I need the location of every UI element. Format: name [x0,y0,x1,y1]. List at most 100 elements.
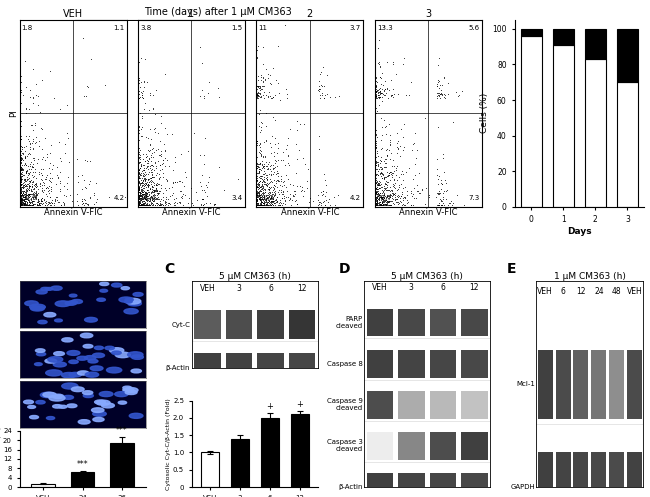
Point [16,88,26,96]
Point [391,149,402,157]
Point [434,186,444,194]
Point [37,197,47,205]
Point [25,86,35,94]
Point [268,197,278,205]
Point [262,191,272,199]
Title: 5 μM CM363 (h): 5 μM CM363 (h) [219,272,291,281]
Bar [556,452,571,497]
Point [380,159,391,167]
Point [136,201,146,209]
Point [16,194,26,202]
Point [264,192,274,200]
Point [378,201,389,209]
Point [28,99,38,107]
Point [317,89,328,97]
Point [17,199,27,207]
Point [314,200,324,208]
Point [20,169,31,177]
Point [27,178,37,186]
Point [374,60,384,68]
Point [197,195,207,203]
Point [140,191,151,199]
Point [255,90,266,98]
Point [38,188,49,196]
Point [261,136,271,144]
Point [384,171,395,179]
Point [376,193,387,201]
Point [257,201,268,209]
Point [18,166,29,173]
Point [139,105,150,113]
Point [16,185,26,193]
Point [289,192,300,200]
Point [276,186,286,194]
Point [267,197,278,205]
Point [377,199,387,207]
Point [144,177,155,185]
Point [372,201,383,209]
Circle shape [77,356,88,360]
Point [287,180,298,188]
Point [139,193,150,201]
Bar [398,309,424,336]
Point [147,173,157,181]
Point [265,188,276,196]
Point [254,199,265,207]
Point [376,201,387,209]
Point [136,93,147,101]
Point [410,160,420,168]
Point [136,186,147,194]
Circle shape [84,318,98,322]
Point [202,183,213,191]
Point [16,199,26,207]
Point [150,159,161,166]
Point [142,201,153,209]
Point [16,200,26,208]
Point [377,198,387,206]
Point [19,200,29,208]
Point [16,181,26,189]
Point [441,179,451,187]
Point [150,186,160,194]
Point [24,198,34,206]
Point [151,181,161,189]
Point [77,197,88,205]
Point [380,197,391,205]
Point [372,152,383,160]
Point [151,186,162,194]
Point [204,172,214,180]
Point [252,83,263,90]
Point [450,88,461,96]
Point [142,185,152,193]
Point [258,189,268,197]
Point [138,190,148,198]
Point [257,175,267,183]
Point [138,190,149,198]
Point [314,82,324,89]
Point [31,183,41,191]
Point [32,190,42,198]
Point [134,201,144,209]
Point [313,84,324,92]
Point [267,178,278,186]
Point [135,179,146,187]
Point [375,180,385,188]
Point [265,185,275,193]
Point [136,201,146,209]
Point [263,189,273,197]
Bar [585,29,606,59]
Point [437,91,447,99]
Point [370,92,381,100]
Point [433,78,443,86]
Point [411,194,421,202]
Point [370,184,381,192]
Point [153,200,164,208]
Point [253,185,263,193]
Point [376,193,386,201]
Point [53,174,63,182]
Point [370,188,381,196]
Point [433,175,443,183]
Point [135,171,146,179]
Circle shape [99,392,113,397]
Point [255,183,265,191]
